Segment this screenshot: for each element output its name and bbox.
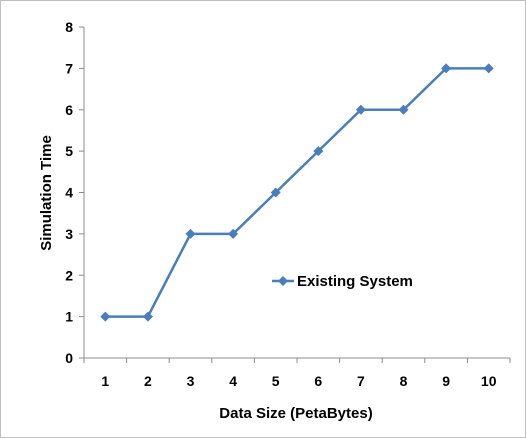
data-point — [313, 146, 324, 157]
series-layer — [100, 63, 494, 322]
x-tick-label: 10 — [481, 373, 497, 389]
x-tick-label: 6 — [314, 373, 322, 389]
data-point — [398, 104, 409, 115]
legend: Existing System — [272, 273, 413, 290]
y-tick-label: 0 — [65, 350, 73, 366]
x-axis-label: Data Size (PetaBytes) — [219, 405, 372, 422]
legend-label: Existing System — [297, 273, 413, 290]
data-point — [441, 63, 452, 74]
series-line — [105, 67, 489, 318]
data-point — [185, 228, 196, 239]
y-tick-label: 2 — [65, 267, 73, 283]
x-axis-ticks: 1 2 3 4 5 6 7 8 9 10 — [83, 358, 511, 389]
x-tick-label: 5 — [272, 373, 280, 389]
y-tick-label: 7 — [65, 60, 73, 76]
y-axis-label: Simulation Time — [38, 135, 55, 251]
x-tick-label: 9 — [442, 373, 450, 389]
y-tick-label: 1 — [65, 309, 73, 325]
data-point — [270, 187, 281, 198]
data-point — [142, 311, 153, 322]
x-tick-label: 4 — [229, 373, 237, 389]
legend-marker — [278, 276, 288, 286]
y-tick-label: 8 — [65, 19, 73, 35]
y-tick-label: 4 — [65, 185, 73, 201]
y-tick-label: 6 — [65, 102, 73, 118]
data-point — [355, 104, 366, 115]
y-axis-ticks: 0 1 2 3 4 5 6 7 8 — [65, 19, 84, 366]
y-tick-label: 5 — [65, 143, 73, 159]
data-point — [228, 228, 239, 239]
x-tick-label: 7 — [357, 373, 365, 389]
x-tick-label: 1 — [101, 373, 109, 389]
x-tick-label: 8 — [400, 373, 408, 389]
x-tick-label: 2 — [144, 373, 152, 389]
data-point — [483, 63, 494, 74]
data-point — [100, 311, 111, 322]
x-tick-label: 3 — [187, 373, 195, 389]
y-tick-label: 3 — [65, 226, 73, 242]
